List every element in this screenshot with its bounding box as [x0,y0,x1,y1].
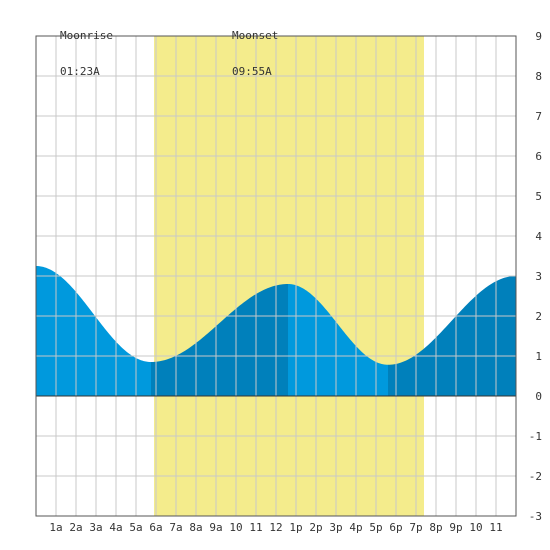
x-tick-label: 7p [409,521,422,534]
x-tick-label: 9a [209,521,222,534]
y-tick-labels: -3 -2 -1 0 1 2 3 4 5 6 7 8 9 [529,30,543,523]
x-tick-labels: 1a 2a 3a 4a 5a 6a 7a 8a 9a 10 11 12 1p 2p 3p 4p 5p 6p 7p 8p… [49,521,502,534]
y-tick-label: 8 [535,70,542,83]
grid-lines [36,36,516,516]
moonset-label: Moonset [232,29,279,42]
x-tick-label: 3a [89,521,102,534]
y-tick-label: 3 [535,270,542,283]
x-tick-label: 10 [469,521,482,534]
moonrise-info: Moonrise 01:23A [60,6,113,90]
x-tick-label: 8a [189,521,202,534]
x-tick-label: 6a [149,521,162,534]
x-tick-label: 4a [109,521,122,534]
x-tick-label: 10 [229,521,242,534]
tide-area [36,266,516,396]
x-tick-label: 6p [389,521,402,534]
y-tick-label: -1 [529,430,542,443]
rising-tide-segment-2 [151,284,288,396]
falling-tide-segment-1 [36,266,151,396]
x-tick-label: 12 [269,521,282,534]
x-tick-label: 2p [309,521,322,534]
x-tick-label: 7a [169,521,182,534]
x-tick-label: 1a [49,521,62,534]
y-tick-label: 2 [535,310,542,323]
moonrise-time: 01:23A [60,65,100,78]
x-tick-label: 8p [429,521,442,534]
moonset-info: Moonset 09:55A [232,6,278,90]
y-tick-label: -3 [529,510,542,523]
x-tick-label: 2a [69,521,82,534]
x-tick-label: 11 [249,521,262,534]
y-tick-label: 7 [535,110,542,123]
x-tick-label: 3p [329,521,342,534]
x-tick-label: 4p [349,521,362,534]
plot-frame [35,35,517,517]
rising-tide-segment-4 [388,276,516,396]
y-tick-label: 1 [535,350,542,363]
x-tick-label: 5p [369,521,382,534]
falling-tide-segment-3 [288,284,388,396]
moonrise-label: Moonrise [60,29,113,42]
y-tick-label: 0 [535,390,542,403]
y-tick-label: 4 [535,230,542,243]
x-tick-label: 11 [489,521,502,534]
x-tick-label: 1p [289,521,302,534]
y-tick-label: 6 [535,150,542,163]
y-tick-label: 5 [535,190,542,203]
x-tick-label: 5a [129,521,142,534]
moonset-time: 09:55A [232,65,272,78]
x-tick-label: 9p [449,521,462,534]
y-tick-label: 9 [535,30,542,43]
y-tick-label: -2 [529,470,542,483]
